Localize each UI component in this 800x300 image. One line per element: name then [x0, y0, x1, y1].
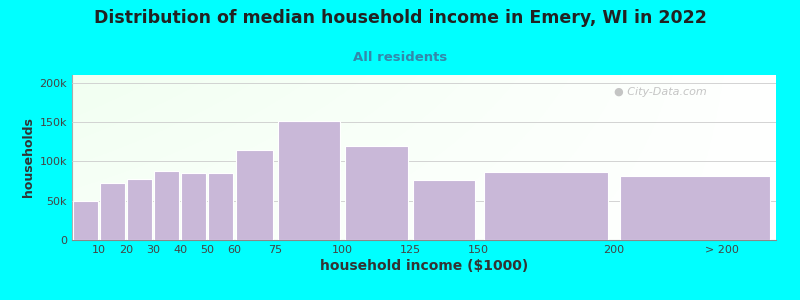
Text: All residents: All residents: [353, 51, 447, 64]
Bar: [182, 173, 206, 240]
Bar: [154, 171, 179, 240]
X-axis label: household income ($1000): household income ($1000): [320, 259, 528, 273]
Text: Distribution of median household income in Emery, WI in 2022: Distribution of median household income …: [94, 9, 706, 27]
Bar: [236, 150, 274, 240]
Y-axis label: households: households: [22, 118, 35, 197]
Bar: [620, 176, 770, 240]
Bar: [346, 146, 408, 240]
Bar: [483, 172, 608, 240]
Bar: [278, 121, 340, 240]
Bar: [100, 183, 125, 240]
Text: ● City-Data.com: ● City-Data.com: [614, 86, 707, 97]
Bar: [73, 201, 98, 240]
Bar: [209, 173, 234, 240]
Bar: [413, 179, 475, 240]
Bar: [127, 179, 152, 240]
